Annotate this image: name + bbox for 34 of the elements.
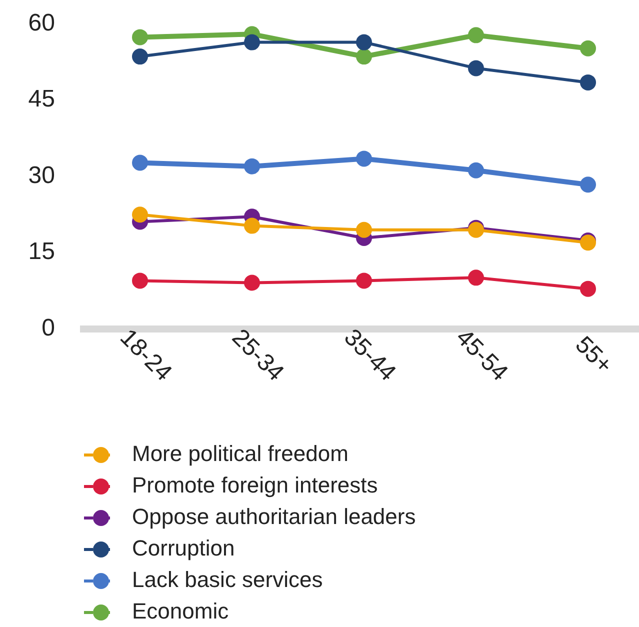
- point: [132, 206, 148, 223]
- point: [132, 272, 148, 289]
- point: [580, 74, 596, 90]
- point: [132, 48, 148, 65]
- legend-label: More political freedom: [132, 440, 348, 466]
- point: [468, 60, 484, 76]
- legend-label: Corruption: [132, 535, 235, 560]
- legend-label: Economic: [132, 598, 229, 624]
- point: [132, 29, 148, 46]
- y-tick-label: 0: [42, 314, 55, 342]
- point: [356, 34, 372, 50]
- point: [468, 27, 484, 44]
- point: [356, 222, 372, 238]
- point: [356, 272, 372, 289]
- legend-label: Lack basic services: [132, 566, 323, 592]
- point: [356, 48, 372, 65]
- y-tick-label: 15: [28, 238, 55, 266]
- y-tick-label: 45: [28, 86, 55, 113]
- point: [244, 218, 260, 234]
- point: [580, 176, 596, 193]
- point: [580, 280, 596, 297]
- y-tick-label: 30: [28, 162, 55, 189]
- point: [244, 34, 260, 50]
- point: [244, 158, 260, 174]
- point: [132, 154, 148, 171]
- point: [468, 270, 484, 286]
- x-tick-label: 55+: [570, 331, 618, 380]
- point: [468, 162, 484, 178]
- point: [356, 150, 372, 167]
- legend-label: Promote foreign interests: [132, 472, 378, 498]
- legend-label: Oppose authoritarian leaders: [132, 504, 416, 529]
- point: [580, 40, 596, 56]
- point: [244, 274, 260, 291]
- y-tick-label: 60: [28, 9, 55, 36]
